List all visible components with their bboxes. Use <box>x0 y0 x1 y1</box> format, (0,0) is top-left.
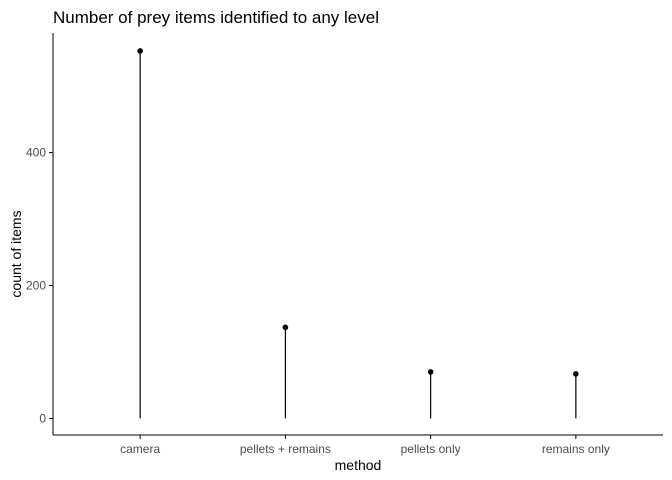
x-tick-label: remains only <box>542 442 610 456</box>
x-tick-label: pellets + remains <box>240 442 331 456</box>
y-axis-title: count of items <box>8 210 24 297</box>
lollipop-point <box>427 369 434 375</box>
lollipop-point <box>137 48 143 54</box>
lollipop-point <box>573 371 579 377</box>
x-tick-label: pellets only <box>401 442 461 456</box>
chart-title: Number of prey items identified to any l… <box>53 8 379 27</box>
plot-area: 0 200 400 camera pellets + remains pellets on… <box>26 33 663 456</box>
x-axis-title: method <box>335 457 382 473</box>
y-tick-label: 200 <box>26 278 46 292</box>
y-tick-label: 0 <box>39 411 46 425</box>
lollipop-point <box>282 324 289 331</box>
y-tick-label: 400 <box>26 146 46 160</box>
x-tick-label: camera <box>120 442 160 456</box>
